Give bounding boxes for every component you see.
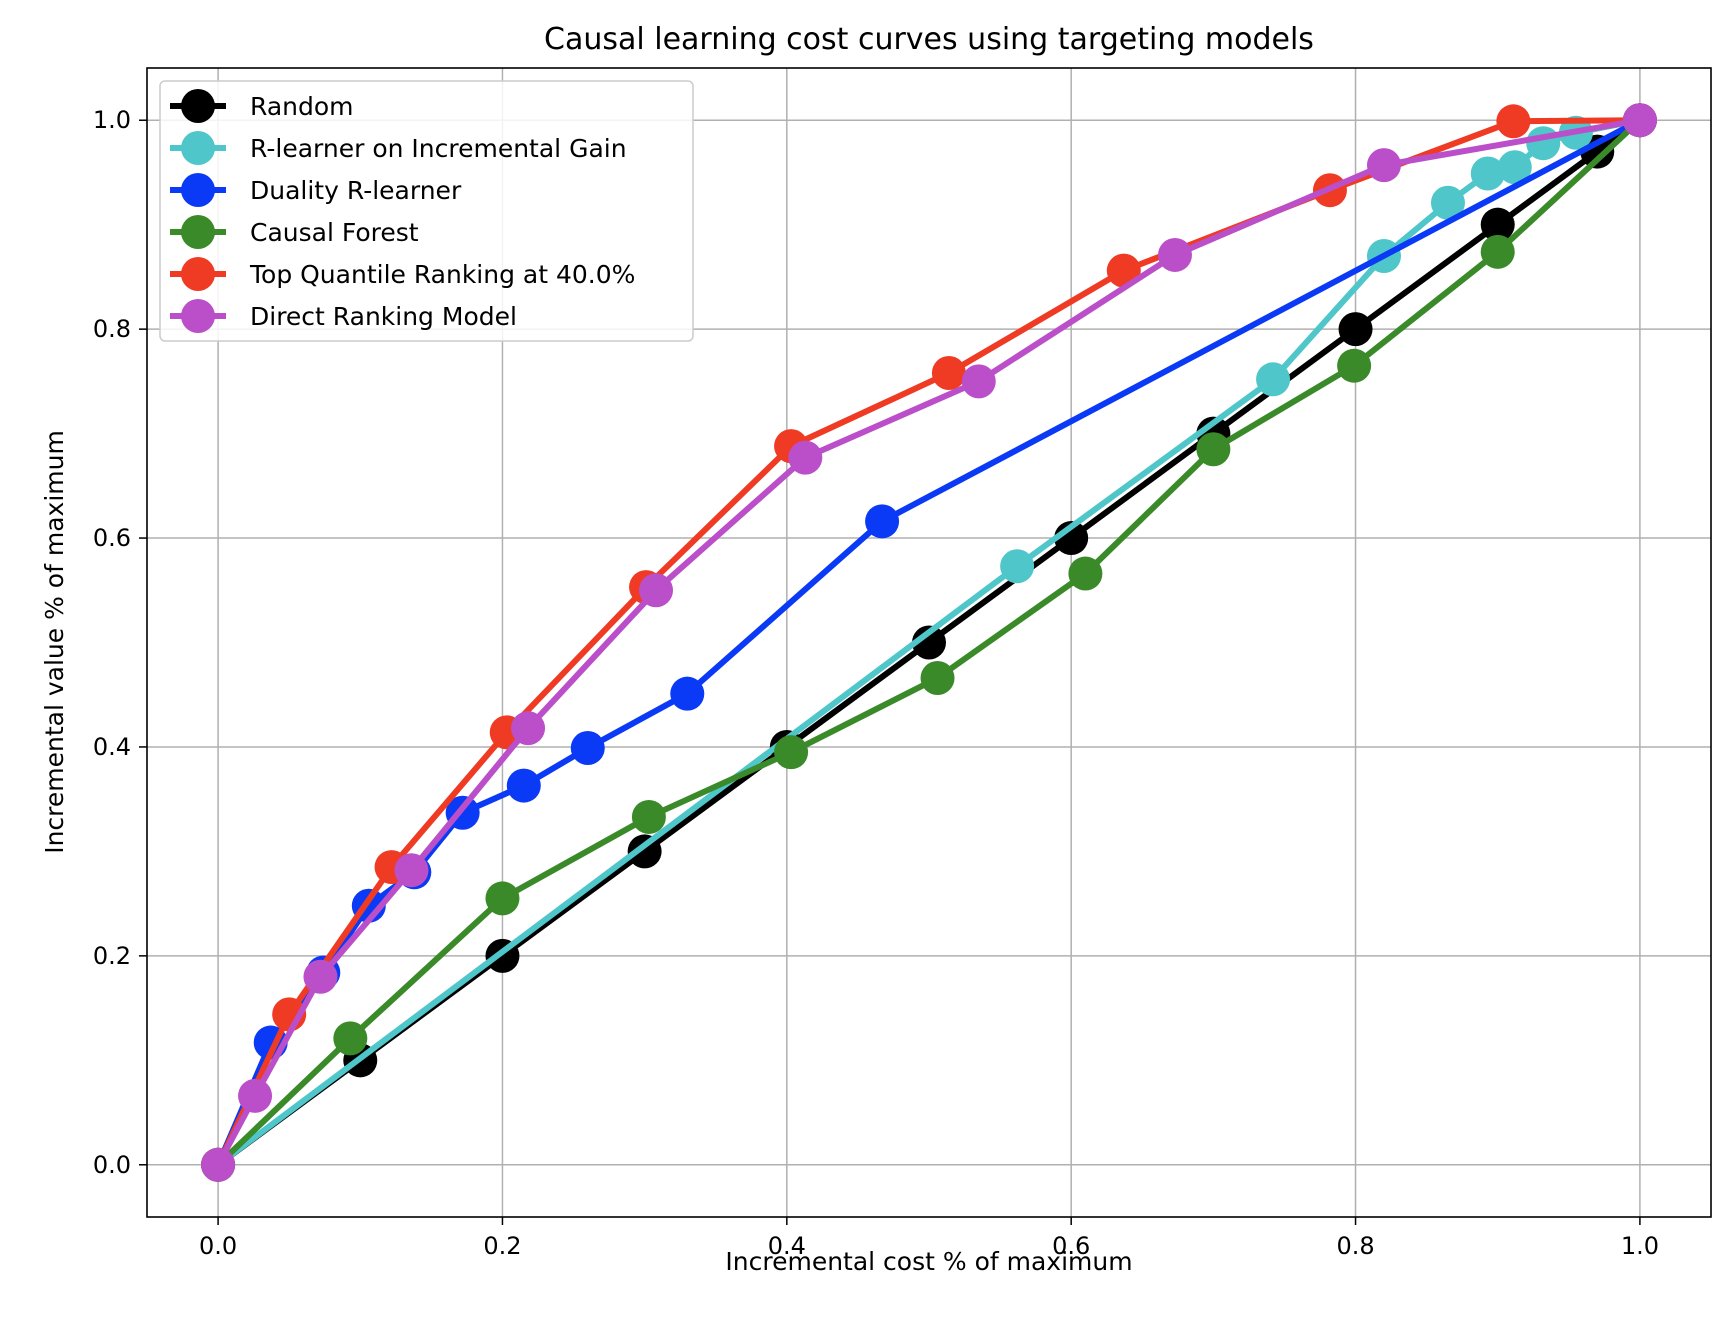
legend-item-duality-r-learner: Duality R-learner <box>170 173 462 207</box>
data-point <box>1157 237 1192 272</box>
legend-item-random: Random <box>170 89 354 123</box>
chart-title: Causal learning cost curves using target… <box>544 22 1314 57</box>
data-point <box>570 730 605 765</box>
data-point <box>506 768 541 803</box>
legend: Random R-learner on Incremental Gain Duali… <box>159 80 694 342</box>
data-point <box>201 1147 236 1182</box>
series-line-r-learner-on-incremental-gain <box>216 117 1641 1168</box>
data-point <box>1470 156 1505 191</box>
data-point <box>333 1021 368 1056</box>
data-point <box>511 711 546 746</box>
data-point <box>961 364 996 399</box>
tick-layer: 0.0 0.2 0.4 0.6 0.8 1.0 0.0 0.2 0.4 0.6 0.8 1.0 <box>93 106 1659 1260</box>
data-point <box>774 735 809 770</box>
data-point <box>1337 348 1372 383</box>
data-point <box>920 661 955 696</box>
data-point <box>631 799 666 834</box>
data-point <box>1497 150 1532 185</box>
x-tick-label: 0.4 <box>768 1232 806 1260</box>
data-point <box>639 573 674 608</box>
data-point <box>485 881 520 916</box>
y-tick-label: 0.6 <box>93 524 131 552</box>
legend-label: Causal Forest <box>250 218 419 247</box>
data-point <box>1256 362 1291 397</box>
legend-box <box>159 80 694 342</box>
legend-label: Duality R-learner <box>250 176 462 205</box>
legend-entries: Random R-learner on Incremental Gain Duali… <box>170 89 635 333</box>
data-point <box>912 625 946 660</box>
legend-swatch-marker <box>181 299 215 333</box>
plot-frame <box>146 67 1712 1218</box>
y-axis-label: Incremental value % of maximum <box>40 430 69 854</box>
data-point <box>303 959 338 994</box>
y-tick-label: 0.8 <box>93 315 131 343</box>
legend-swatch-marker <box>181 257 215 291</box>
x-tick-label: 0.6 <box>1052 1232 1090 1260</box>
x-tick-label: 0.2 <box>483 1232 521 1260</box>
y-tick-label: 0.2 <box>93 942 131 970</box>
legend-swatch-marker <box>181 131 215 165</box>
y-tick-label: 0.4 <box>93 733 131 761</box>
y-tick-label: 0.0 <box>93 1151 131 1179</box>
data-point <box>1366 148 1401 183</box>
data-point <box>1480 207 1515 242</box>
data-point <box>1496 104 1531 139</box>
x-axis-label: Incremental cost % of maximum <box>725 1247 1132 1276</box>
data-point <box>931 356 966 391</box>
legend-item-top-quantile-ranking-at-40-0: Top Quantile Ranking at 40.0% <box>170 257 635 291</box>
y-tick-label: 1.0 <box>93 106 131 134</box>
data-point <box>1068 556 1103 591</box>
data-point <box>1526 126 1561 161</box>
legend-label: Random <box>250 92 354 121</box>
data-point <box>788 440 823 475</box>
data-point <box>1622 103 1657 138</box>
data-point <box>865 504 900 539</box>
legend-label: Top Quantile Ranking at 40.0% <box>249 260 635 289</box>
legend-label: Direct Ranking Model <box>250 302 517 331</box>
x-tick-label: 0.8 <box>1336 1232 1374 1260</box>
x-tick-label: 0.0 <box>199 1232 237 1260</box>
data-point <box>1480 234 1515 269</box>
legend-item-direct-ranking-model: Direct Ranking Model <box>170 299 517 333</box>
legend-swatch-marker <box>181 89 215 123</box>
legend-label: R-learner on Incremental Gain <box>250 134 627 163</box>
data-point <box>238 1078 273 1113</box>
legend-item-causal-forest: Causal Forest <box>170 215 419 249</box>
legend-item-r-learner-on-incremental-gain: R-learner on Incremental Gain <box>170 131 627 165</box>
series-direct-ranking-model <box>201 103 1657 1182</box>
series-layer <box>201 103 1657 1182</box>
series-line-random <box>216 117 1642 1168</box>
data-point <box>1000 549 1035 584</box>
data-point <box>1196 432 1231 467</box>
data-point <box>627 834 662 869</box>
legend-swatch-marker <box>181 173 215 207</box>
x-tick-label: 1.0 <box>1621 1232 1659 1260</box>
data-point <box>1430 185 1465 220</box>
legend-swatch-marker <box>181 215 215 249</box>
data-point <box>1338 312 1373 347</box>
grid-layer <box>147 68 1711 1217</box>
data-point <box>670 676 705 711</box>
data-point <box>394 853 429 888</box>
